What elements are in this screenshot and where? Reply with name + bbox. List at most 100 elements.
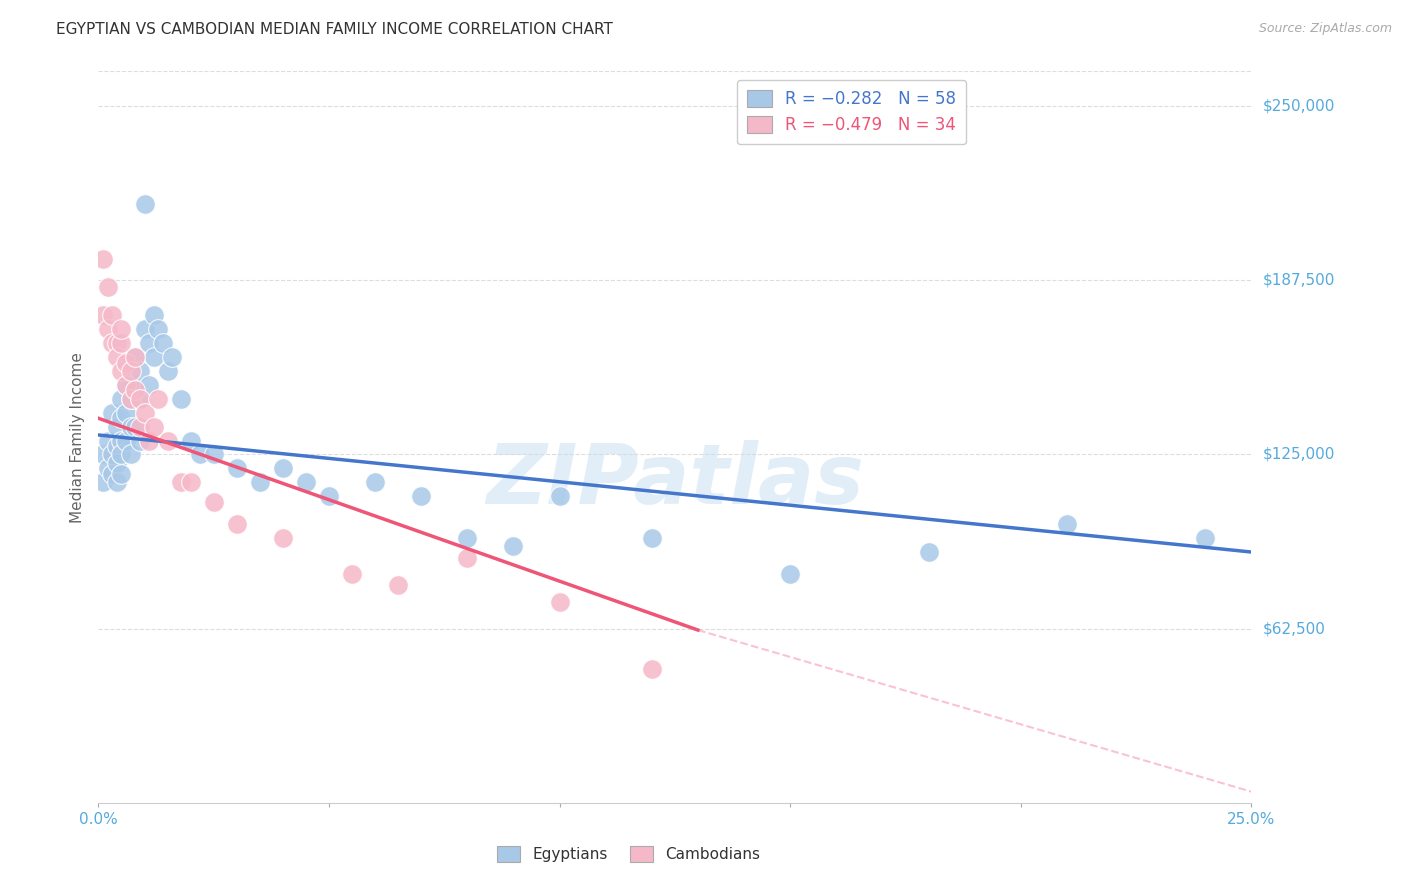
Point [101, 467, 124, 481]
Point [110, 467, 132, 481]
Point [134, 406, 156, 420]
Point [411, 489, 433, 503]
Point [271, 461, 294, 475]
Point [120, 448, 142, 462]
Point [641, 531, 664, 545]
Point [148, 392, 170, 406]
Point [456, 550, 478, 565]
Point [115, 406, 138, 420]
Point [148, 322, 170, 336]
Point [120, 392, 142, 406]
Point [156, 364, 179, 378]
Point [387, 578, 409, 592]
Text: $62,500: $62,500 [1263, 621, 1326, 636]
Point [110, 322, 132, 336]
Point [97, 434, 120, 448]
Point [917, 545, 939, 559]
Point [105, 419, 128, 434]
Point [129, 392, 152, 406]
Point [105, 350, 128, 364]
Point [115, 355, 138, 369]
Point [456, 531, 478, 545]
Point [134, 196, 156, 211]
Point [142, 419, 165, 434]
Point [97, 461, 120, 475]
Point [142, 350, 165, 364]
Point [129, 392, 152, 406]
Point [170, 392, 193, 406]
Point [110, 364, 132, 378]
Point [318, 489, 340, 503]
Point [120, 364, 142, 378]
Y-axis label: Median Family Income: Median Family Income [70, 351, 86, 523]
Point [101, 308, 124, 322]
Point [124, 419, 146, 434]
Point [180, 475, 202, 490]
Text: Source: ZipAtlas.com: Source: ZipAtlas.com [1258, 22, 1392, 36]
Point [225, 461, 247, 475]
Point [120, 419, 142, 434]
Point [115, 377, 138, 392]
Point [188, 448, 211, 462]
Point [271, 531, 294, 545]
Point [110, 448, 132, 462]
Point [641, 662, 664, 676]
Point [105, 475, 128, 490]
Point [295, 475, 318, 490]
Text: $125,000: $125,000 [1263, 447, 1336, 462]
Point [152, 336, 174, 351]
Point [101, 406, 124, 420]
Point [340, 567, 363, 582]
Point [120, 364, 142, 378]
Point [170, 475, 193, 490]
Point [156, 434, 179, 448]
Point [202, 495, 225, 509]
Point [160, 350, 183, 364]
Point [138, 336, 160, 351]
Point [110, 336, 132, 351]
Point [115, 434, 138, 448]
Point [364, 475, 387, 490]
Point [138, 434, 160, 448]
Text: $250,000: $250,000 [1263, 99, 1336, 113]
Point [105, 456, 128, 470]
Text: $187,500: $187,500 [1263, 273, 1336, 288]
Point [105, 439, 128, 453]
Point [115, 377, 138, 392]
Point [502, 540, 524, 554]
Text: EGYPTIAN VS CAMBODIAN MEDIAN FAMILY INCOME CORRELATION CHART: EGYPTIAN VS CAMBODIAN MEDIAN FAMILY INCO… [56, 22, 613, 37]
Point [101, 336, 124, 351]
Point [202, 448, 225, 462]
Point [180, 434, 202, 448]
Point [97, 280, 120, 294]
Point [124, 350, 146, 364]
Point [138, 377, 160, 392]
Point [110, 434, 132, 448]
Point [134, 322, 156, 336]
Point [91, 252, 114, 267]
Point [225, 517, 247, 532]
Point [97, 322, 120, 336]
Point [249, 475, 271, 490]
Legend: Egyptians, Cambodians: Egyptians, Cambodians [491, 840, 766, 868]
Point [124, 384, 146, 398]
Point [105, 336, 128, 351]
Point [91, 448, 114, 462]
Point [548, 595, 571, 609]
Point [548, 489, 571, 503]
Point [91, 308, 114, 322]
Point [129, 419, 152, 434]
Point [124, 384, 146, 398]
Point [779, 567, 801, 582]
Point [1056, 517, 1078, 532]
Point [91, 475, 114, 490]
Point [110, 411, 132, 425]
Point [129, 364, 152, 378]
Point [101, 448, 124, 462]
Point [142, 308, 165, 322]
Point [1194, 531, 1216, 545]
Point [110, 392, 132, 406]
Point [129, 434, 152, 448]
Point [124, 350, 146, 364]
Text: ZIPatlas: ZIPatlas [486, 441, 863, 522]
